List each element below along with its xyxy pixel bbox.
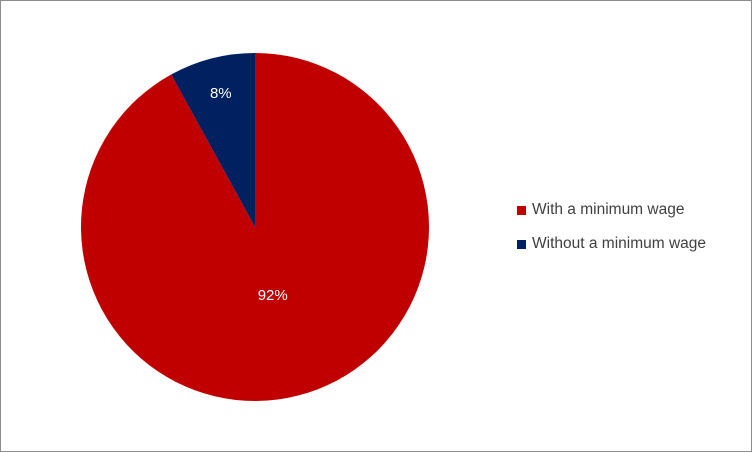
legend-label-without-minimum-wage: Without a minimum wage	[532, 235, 707, 252]
legend-swatch-with-minimum-wage	[517, 205, 526, 215]
legend-item-without-minimum-wage: Without a minimum wage	[517, 233, 706, 255]
pie-slice-without-a-minimum-wage	[171, 53, 255, 227]
data-label-with-a-minimum-wage: 92%	[258, 287, 288, 304]
legend: With a minimum wage Without a minimum wa…	[517, 199, 706, 267]
legend-swatch-without-minimum-wage	[517, 239, 526, 249]
data-label-without-a-minimum-wage: 8%	[210, 85, 232, 102]
legend-item-with-minimum-wage: With a minimum wage	[517, 199, 706, 221]
pie-slice-with-a-minimum-wage	[80, 53, 430, 401]
legend-label-with-minimum-wage: With a minimum wage	[532, 201, 685, 218]
